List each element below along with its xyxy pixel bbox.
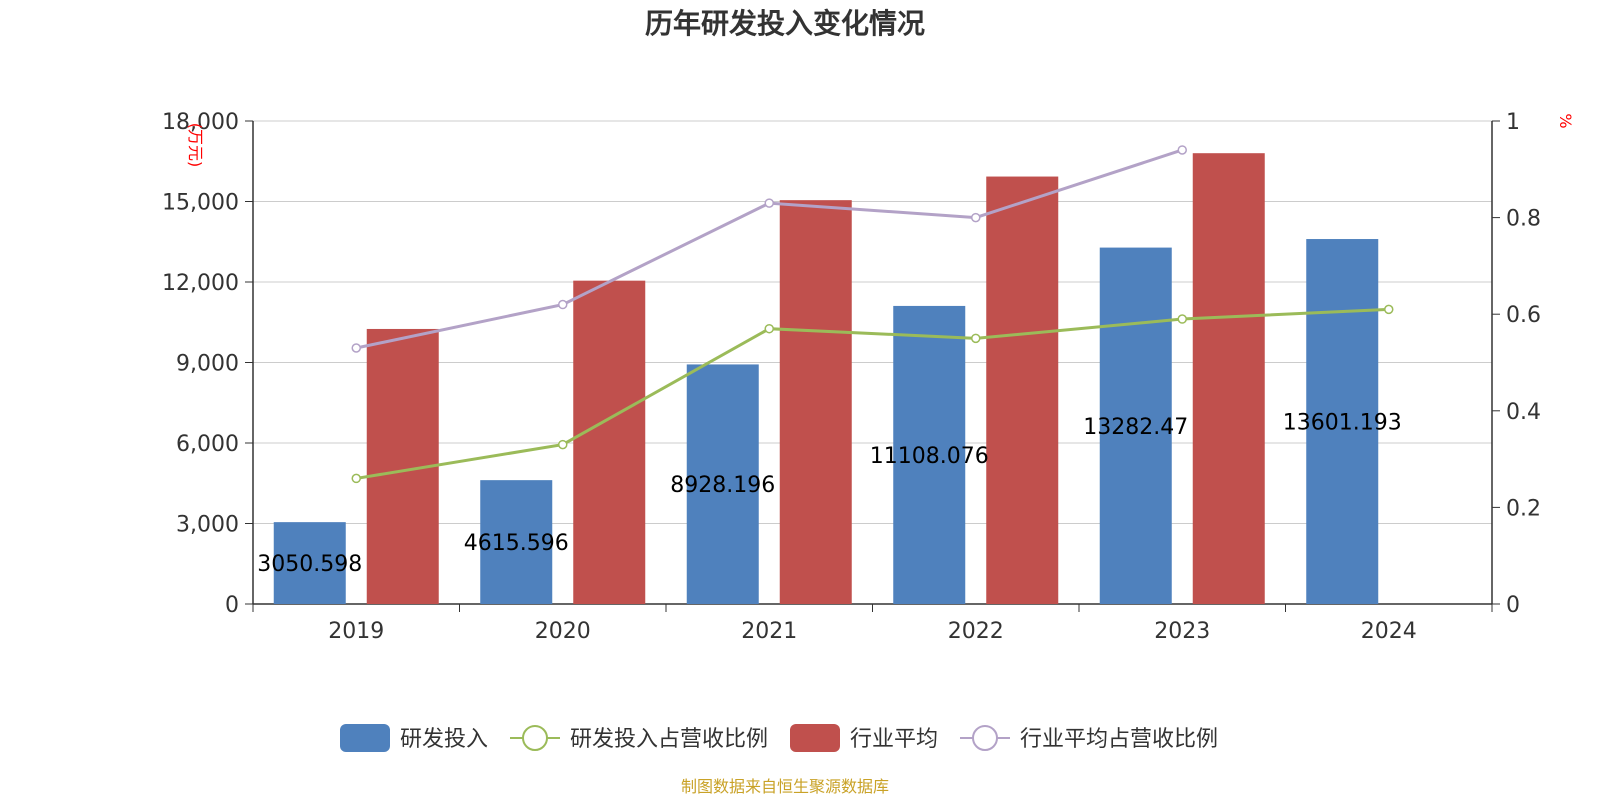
bar-研发投入: [686, 364, 759, 604]
point-行业平均占营收比例: [1177, 145, 1187, 155]
bars: [273, 153, 1379, 605]
x-axis-label: 2021: [741, 619, 797, 644]
point-行业平均占营收比例: [351, 343, 361, 353]
data-label: 13601.193: [1283, 411, 1402, 436]
data-label: 13282.47: [1083, 415, 1188, 440]
legend-swatch-研发投入: [340, 724, 390, 752]
legend-label: 行业平均占营收比例: [1020, 727, 1218, 752]
legend: 研发投入 研发投入占营收比例 行业平均 行业平均占营收比例: [340, 724, 1218, 752]
data-label: 3050.598: [257, 552, 362, 577]
bar-研发投入: [1099, 247, 1172, 605]
x-axis-label: 2019: [328, 619, 384, 644]
right-axis-tick-label: 1: [1506, 110, 1520, 135]
left-axis-tick-label: 12,000: [162, 271, 239, 296]
point-研发投入占营收比例: [1177, 314, 1187, 324]
point-研发投入占营收比例: [1384, 304, 1394, 315]
legend-swatch-行业平均: [790, 724, 840, 752]
point-研发投入占营收比例: [971, 333, 981, 344]
right-axis-tick-label: 0.4: [1506, 400, 1541, 425]
legend-marker-行业平均占营收比例: [972, 725, 998, 751]
data-labels: 3050.598 4615.596 8928.196 11108.076 13282.4…: [257, 411, 1401, 578]
right-axis-tick-label: 0.6: [1506, 303, 1541, 328]
data-label: 8928.196: [670, 473, 775, 498]
legend-label: 研发投入占营收比例: [570, 727, 768, 752]
grid-lines: [253, 120, 1492, 524]
point-研发投入占营收比例: [764, 323, 774, 334]
bar-研发投入: [273, 522, 346, 604]
chart-title: 历年研发投入变化情况: [645, 7, 925, 40]
point-行业平均占营收比例: [971, 212, 981, 223]
right-axis-tick-label: 0.2: [1506, 496, 1541, 521]
axes: 0 3,000 6,000 9,000 12,000 15,000 18,000 0 0.2 0.…: [162, 110, 1541, 644]
x-axis-label: 2020: [535, 619, 591, 644]
left-axis-tick-label: 9,000: [176, 352, 239, 377]
legend-marker-研发投入占营收比例: [522, 725, 548, 751]
bar-行业平均: [573, 280, 646, 604]
left-axis-tick-label: 15,000: [162, 191, 239, 216]
lines: [351, 145, 1394, 484]
bar-研发投入: [893, 305, 966, 604]
x-axis-label: 2023: [1154, 619, 1210, 644]
legend-label: 行业平均: [850, 727, 938, 752]
bar-行业平均: [1192, 153, 1265, 604]
right-axis-unit: %: [1556, 113, 1575, 128]
left-axis-tick-label: 18,000: [162, 110, 239, 135]
left-axis-tick-label: 6,000: [176, 432, 239, 457]
data-label: 4615.596: [464, 531, 569, 556]
bar-研发投入: [480, 480, 553, 604]
right-axis-tick-label: 0: [1506, 593, 1520, 618]
left-axis-unit: (万元): [186, 123, 205, 168]
point-研发投入占营收比例: [558, 439, 568, 450]
data-label: 11108.076: [870, 444, 989, 469]
point-研发投入占营收比例: [351, 473, 361, 484]
source-note: 制图数据来自恒生聚源数据库: [681, 777, 889, 796]
x-axis-label: 2022: [948, 619, 1004, 644]
line-研发投入占营收比例: [356, 307, 1389, 480]
left-axis-tick-label: 0: [225, 593, 239, 618]
point-行业平均占营收比例: [764, 198, 774, 208]
bar-行业平均: [779, 200, 852, 605]
x-axis-label: 2024: [1361, 619, 1417, 644]
bar-研发投入: [1306, 239, 1379, 604]
left-axis-tick-label: 3,000: [176, 513, 239, 538]
point-行业平均占营收比例: [558, 299, 568, 310]
bar-行业平均: [986, 176, 1059, 605]
right-axis-tick-label: 0.8: [1506, 207, 1541, 232]
line-行业平均占营收比例: [355, 148, 1183, 350]
legend-label: 研发投入: [400, 727, 488, 752]
